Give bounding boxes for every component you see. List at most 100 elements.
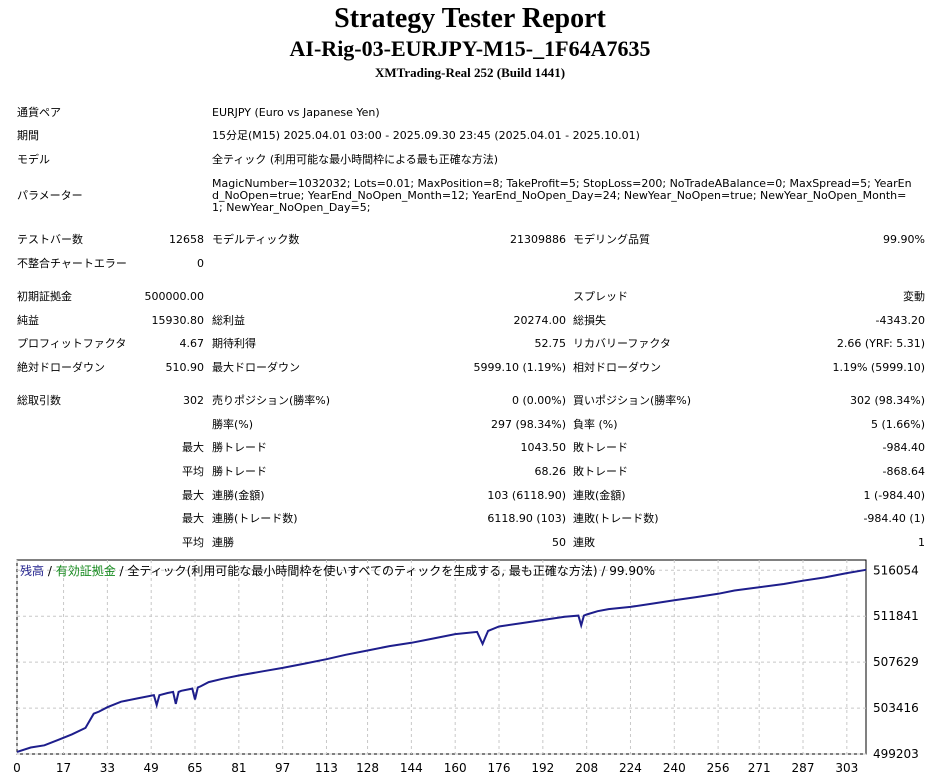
absolute-drawdown-value: 510.90	[165, 361, 205, 374]
model-label: モデル	[17, 153, 50, 166]
max-drawdown-label: 最大ドローダウン	[212, 361, 300, 374]
average-consecutive-prefix: 平均	[182, 536, 204, 549]
win-rate-value: 297 (98.34%)	[490, 418, 566, 431]
average-consecutive-losses-value: 1	[918, 536, 925, 549]
total-trades-value: 302	[183, 394, 204, 407]
symbol-label: 通貨ペア	[17, 106, 61, 119]
spread-value: 変動	[903, 290, 925, 303]
balance-chart: 499203 503416 507629 511841 516054 0 17 33 49 65…	[13, 559, 919, 775]
total-trades-label: 総取引数	[17, 394, 61, 407]
x-tick-label: 0	[13, 761, 21, 775]
bars-label: テストバー数	[17, 233, 83, 246]
x-tick-label: 224	[619, 761, 642, 775]
x-tick-label: 271	[748, 761, 771, 775]
profit-factor-label: プロフィットファクタ	[17, 337, 127, 350]
largest-loss-label: 敗トレード	[573, 441, 628, 454]
short-positions-label: 売りポジション(勝率%)	[212, 394, 331, 407]
win-rate-label: 勝率(%)	[212, 418, 254, 431]
x-tick-label: 97	[275, 761, 290, 775]
chart-caption: 残高 / 有効証拠金 / 全ティック(利用可能な最小時間枠を使いすべてのティック…	[20, 563, 655, 579]
absolute-drawdown-label: 絶対ドローダウン	[17, 361, 105, 374]
average-consecutive-wins-value: 50	[552, 536, 566, 549]
x-tick-label: 33	[100, 761, 115, 775]
deposit-label: 初期証拠金	[17, 290, 72, 303]
expected-payoff-label: 期待利得	[212, 337, 256, 350]
symbol-value: EURJPY (Euro vs Japanese Yen)	[212, 106, 380, 119]
x-tick-label: 81	[231, 761, 246, 775]
profit-factor-value: 4.67	[179, 337, 205, 350]
y-tick-label: 511841	[873, 609, 919, 623]
x-tick-label: 240	[663, 761, 686, 775]
params-value: MagicNumber=1032032; Lots=0.01; MaxPosit…	[212, 177, 912, 214]
y-axis-labels: 499203 503416 507629 511841 516054	[873, 563, 919, 761]
x-tick-label: 303	[835, 761, 858, 775]
caption-separator: /	[44, 564, 56, 578]
gross-loss-label: 総損失	[573, 314, 606, 327]
max-drawdown-value: 5999.10 (1.19%)	[473, 361, 566, 374]
spread-label: スプレッド	[573, 290, 628, 303]
ticks-label: モデルティック数	[212, 233, 300, 246]
recovery-factor-label: リカバリーファクタ	[573, 337, 671, 350]
expected-payoff-value: 52.75	[534, 337, 567, 350]
max-consecutive-losses-count-label: 連敗(トレード数)	[573, 512, 659, 525]
ticks-value: 21309886	[510, 233, 566, 246]
gross-loss-value: -4343.20	[875, 314, 925, 327]
average-win-label: 勝トレード	[212, 465, 267, 478]
max-consecutive-losses-amount-value: 1 (-984.40)	[863, 489, 925, 502]
x-tick-label: 17	[56, 761, 71, 775]
average-loss-label: 敗トレード	[573, 465, 628, 478]
net-value: 15930.80	[151, 314, 205, 327]
long-positions-value: 302 (98.34%)	[849, 394, 925, 407]
max-consecutive-wins-amount-label: 連勝(金額)	[212, 489, 265, 502]
quality-value: 99.90%	[883, 233, 925, 246]
long-positions-label: 買いポジション(勝率%)	[573, 394, 692, 407]
x-tick-label: 160	[444, 761, 467, 775]
x-tick-label: 256	[707, 761, 730, 775]
largest-prefix: 最大	[182, 441, 204, 454]
max-consecutive-wins-count-value: 6118.90 (103)	[487, 512, 566, 525]
y-tick-label: 516054	[873, 563, 919, 577]
max-consecutive-wins-amount-value: 103 (6118.90)	[487, 489, 566, 502]
y-tick-label: 507629	[873, 655, 919, 669]
caption-balance: 残高	[20, 564, 45, 578]
caption-rest: / 全ティック(利用可能な最小時間枠を使いすべてのティックを生成する, 最も正確…	[115, 564, 656, 578]
gross-profit-value: 20274.00	[513, 314, 567, 327]
model-value: 全ティック (利用可能な最小時間枠による最も正確な方法)	[212, 153, 499, 166]
caption-equity: 有効証拠金	[55, 564, 116, 578]
mismatch-value: 0	[197, 257, 204, 270]
y-tick-label: 503416	[873, 701, 919, 715]
x-tick-label: 208	[575, 761, 598, 775]
x-tick-label: 287	[792, 761, 815, 775]
x-tick-label: 128	[356, 761, 379, 775]
x-tick-label: 49	[144, 761, 159, 775]
x-tick-label: 113	[315, 761, 338, 775]
relative-drawdown-label: 相対ドローダウン	[573, 361, 661, 374]
period-value: 15分足(M15) 2025.04.01 03:00 - 2025.09.30 …	[212, 129, 640, 142]
mismatch-label: 不整合チャートエラー	[17, 257, 127, 270]
average-prefix: 平均	[182, 465, 204, 478]
largest-loss-value: -984.40	[882, 441, 925, 454]
y-tick-label: 499203	[873, 747, 919, 761]
report-server: XMTrading-Real 252 (Build 1441)	[374, 65, 566, 80]
quality-label: モデリング品質	[573, 233, 650, 246]
largest-win-label: 勝トレード	[212, 441, 267, 454]
relative-drawdown-value: 1.19% (5999.10)	[832, 361, 925, 374]
short-positions-value: 0 (0.00%)	[511, 394, 566, 407]
period-label: 期間	[17, 129, 39, 142]
average-loss-value: -868.64	[882, 465, 925, 478]
max-consecutive-losses-count-value: -984.40 (1)	[863, 512, 925, 525]
gross-profit-label: 総利益	[212, 314, 245, 327]
average-consecutive-wins-label: 連勝	[212, 536, 234, 549]
average-win-value: 68.26	[534, 465, 567, 478]
loss-rate-label: 負率 (%)	[573, 418, 618, 431]
largest-win-value: 1043.50	[520, 441, 567, 454]
x-tick-label: 144	[400, 761, 423, 775]
report-title: Strategy Tester Report	[334, 3, 606, 34]
max-consecutive-losses-amount-label: 連敗(金額)	[573, 489, 626, 502]
max-consecutive-count-prefix: 最大	[182, 512, 204, 525]
max-consecutive-prefix: 最大	[182, 489, 204, 502]
x-tick-label: 192	[531, 761, 554, 775]
x-axis-labels: 0 17 33 49 65 81 97 113 128 144 160 176 192 208 224 240…	[13, 761, 858, 775]
average-consecutive-losses-label: 連敗	[573, 536, 595, 549]
net-label: 純益	[17, 314, 39, 327]
